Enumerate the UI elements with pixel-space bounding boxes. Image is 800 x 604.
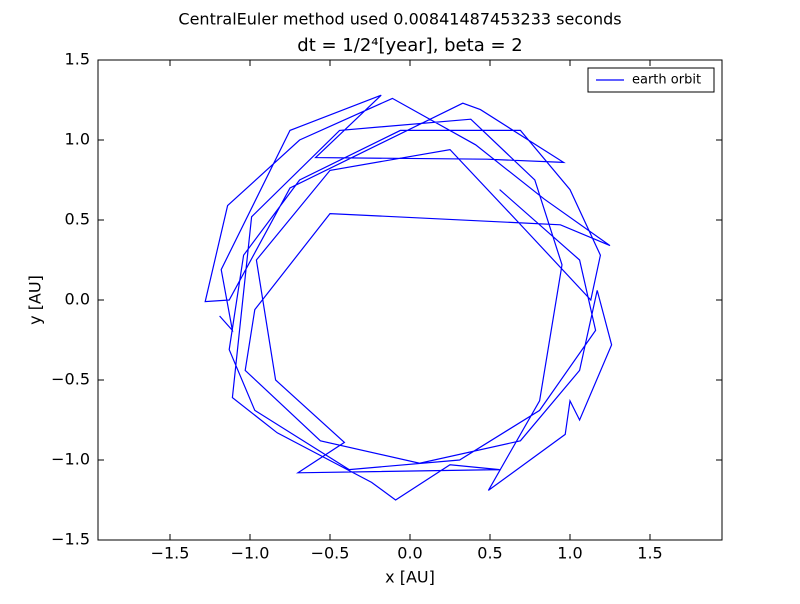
- orbit-line: [204, 94, 613, 501]
- x-tick-label: −1.0: [231, 544, 270, 563]
- x-tick-label: −1.5: [151, 544, 190, 563]
- chart-title: dt = 1/2⁴[year], beta = 2: [297, 35, 522, 56]
- plot-frame: [97, 59, 723, 541]
- legend-label: earth orbit: [632, 73, 701, 88]
- x-axis-label: x [AU]: [385, 568, 435, 587]
- y-tick-label: −0.5: [51, 370, 90, 389]
- x-tick-label: −0.5: [311, 544, 350, 563]
- y-axis-label: y [AU]: [26, 275, 45, 325]
- x-tick-label: 1.5: [637, 544, 662, 563]
- y-tick-label: −1.0: [51, 450, 90, 469]
- x-tick-label: 0.5: [477, 544, 502, 563]
- y-tick-label: −1.5: [51, 530, 90, 549]
- x-tick-label: 1.0: [557, 544, 582, 563]
- suptitle: CentralEuler method used 0.0084148745323…: [178, 10, 621, 29]
- x-tick-label: 0.0: [397, 544, 422, 563]
- y-tick-label: 0.5: [65, 210, 90, 229]
- y-tick-label: 1.5: [65, 50, 90, 69]
- y-tick-label: 1.0: [65, 130, 90, 149]
- y-tick-label: 0.0: [65, 290, 90, 309]
